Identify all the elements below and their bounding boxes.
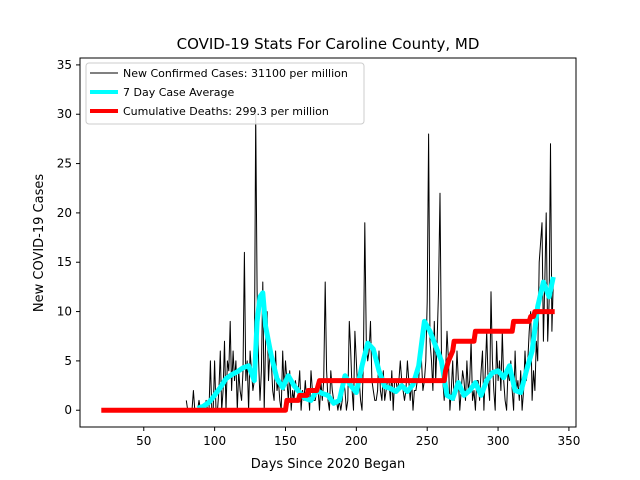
- y-tick-label: 35: [57, 58, 72, 72]
- legend-label-cumulative-deaths: Cumulative Deaths: 299.3 per million: [123, 105, 329, 118]
- legend: New Confirmed Cases: 31100 per million 7…: [85, 62, 365, 125]
- legend-label-new-cases: New Confirmed Cases: 31100 per million: [123, 67, 348, 80]
- x-tick-label: 100: [203, 434, 226, 448]
- chart-title: COVID-19 Stats For Caroline County, MD: [177, 35, 480, 53]
- y-tick-label: 25: [57, 157, 72, 171]
- x-tick-label: 150: [274, 434, 297, 448]
- y-tick-label: 10: [57, 305, 72, 319]
- x-tick-label: 300: [487, 434, 510, 448]
- y-tick-label: 0: [64, 403, 72, 417]
- x-tick-label: 250: [416, 434, 439, 448]
- cumulative-deaths-line: [101, 309, 555, 413]
- y-tick-label: 20: [57, 206, 72, 220]
- axis-layer: 50 100 150 200 250 300 350 0 5 10 15 20 25 30 35: [57, 58, 581, 448]
- y-tick-label: 30: [57, 107, 72, 121]
- plot-area: [79, 57, 577, 428]
- x-tick-label: 350: [557, 434, 580, 448]
- y-tick-label: 15: [57, 255, 72, 269]
- y-axis-label: New COVID-19 Cases: [32, 174, 47, 312]
- y-tick-label: 5: [64, 354, 72, 368]
- x-tick-label: 50: [136, 434, 151, 448]
- legend-box: [85, 62, 365, 125]
- legend-label-seven-day-average: 7 Day Case Average: [123, 86, 235, 99]
- x-tick-label: 200: [345, 434, 368, 448]
- series-layer: [101, 113, 556, 413]
- seven-day-average-line: [196, 276, 556, 411]
- x-axis-label: Days Since 2020 Began: [251, 457, 406, 472]
